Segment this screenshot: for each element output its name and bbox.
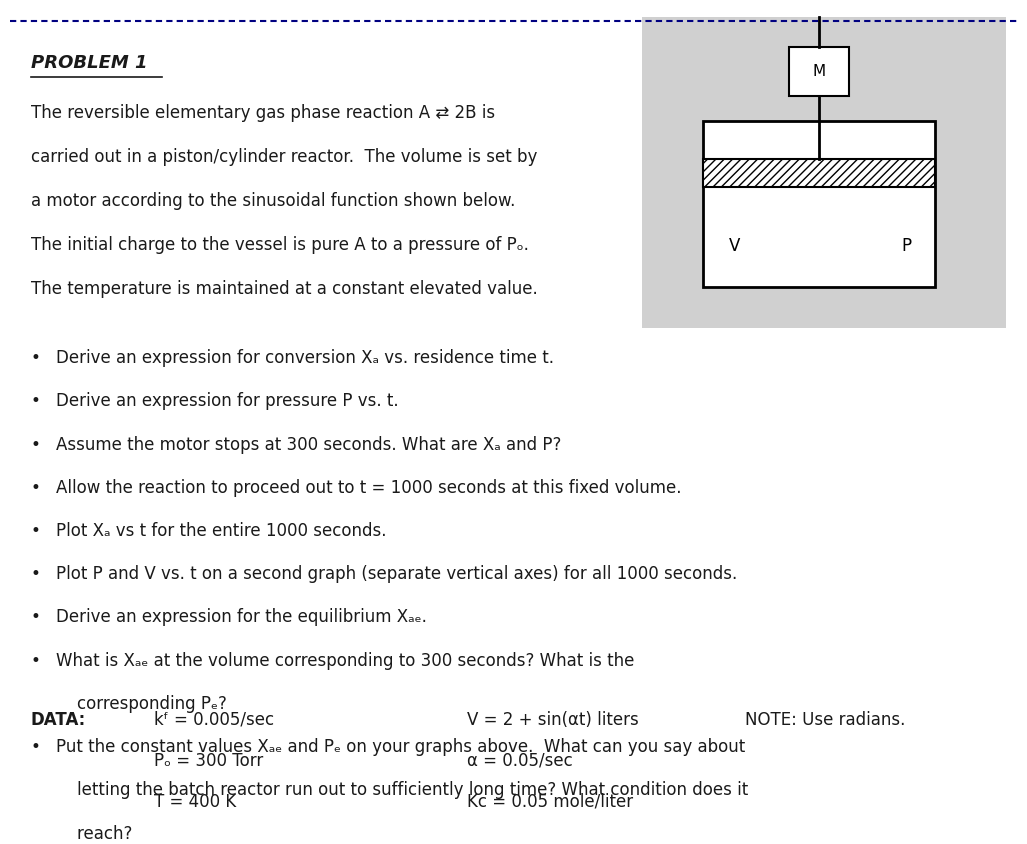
Text: a motor according to the sinusoidal function shown below.: a motor according to the sinusoidal func… [31,192,516,210]
Text: Allow the reaction to proceed out to t = 1000 seconds at this fixed volume.: Allow the reaction to proceed out to t =… [56,479,682,497]
Text: Assume the motor stops at 300 seconds. What are Xₐ and P?: Assume the motor stops at 300 seconds. W… [56,436,562,453]
Text: Kᴄ = 0.05 mole/liter: Kᴄ = 0.05 mole/liter [467,793,634,811]
Text: M: M [812,64,826,79]
Text: Pₒ = 300 Torr: Pₒ = 300 Torr [154,752,263,770]
Text: The temperature is maintained at a constant elevated value.: The temperature is maintained at a const… [31,280,537,298]
Text: T = 400 K: T = 400 K [154,793,236,811]
Text: Derive an expression for pressure P vs. t.: Derive an expression for pressure P vs. … [56,392,400,410]
Text: Plot P and V vs. t on a second graph (separate vertical axes) for all 1000 secon: Plot P and V vs. t on a second graph (se… [56,565,737,583]
Text: •: • [31,436,41,453]
Text: What is Xₐₑ at the volume corresponding to 300 seconds? What is the: What is Xₐₑ at the volume corresponding … [56,652,635,669]
Text: •: • [31,609,41,626]
Text: •: • [31,392,41,410]
Text: PROBLEM 1: PROBLEM 1 [31,54,147,72]
Text: Derive an expression for the equilibrium Xₐₑ.: Derive an expression for the equilibrium… [56,609,427,626]
Text: letting the batch reactor run out to sufficiently long time? What condition does: letting the batch reactor run out to suf… [56,782,749,799]
Text: V = 2 + sin(αt) liters: V = 2 + sin(αt) liters [467,711,639,728]
Text: •: • [31,349,41,367]
Text: •: • [31,479,41,497]
Text: carried out in a piston/cylinder reactor.  The volume is set by: carried out in a piston/cylinder reactor… [31,148,537,166]
Text: •: • [31,565,41,583]
Text: kᶠ = 0.005/sec: kᶠ = 0.005/sec [154,711,274,728]
Text: corresponding Pₑ?: corresponding Pₑ? [56,695,227,713]
Text: •: • [31,652,41,669]
Text: The reversible elementary gas phase reaction A ⇄ 2B is: The reversible elementary gas phase reac… [31,104,495,122]
Text: P: P [902,237,912,255]
Text: DATA:: DATA: [31,711,86,728]
Text: reach?: reach? [56,825,132,842]
Text: NOTE: Use radians.: NOTE: Use radians. [745,711,905,728]
Text: The initial charge to the vessel is pure A to a pressure of Pₒ.: The initial charge to the vessel is pure… [31,236,529,254]
Text: Derive an expression for conversion Xₐ vs. residence time t.: Derive an expression for conversion Xₐ v… [56,349,555,367]
Text: •: • [31,522,41,540]
Text: •: • [31,738,41,756]
Text: V: V [729,237,740,255]
Text: α = 0.05/sec: α = 0.05/sec [467,752,573,770]
FancyBboxPatch shape [642,17,1006,328]
Text: Put the constant values Xₐₑ and Pₑ on your graphs above.  What can you say about: Put the constant values Xₐₑ and Pₑ on yo… [56,738,746,756]
Bar [789,47,848,95]
Bar [703,159,935,187]
Text: Plot Xₐ vs t for the entire 1000 seconds.: Plot Xₐ vs t for the entire 1000 seconds… [56,522,387,540]
